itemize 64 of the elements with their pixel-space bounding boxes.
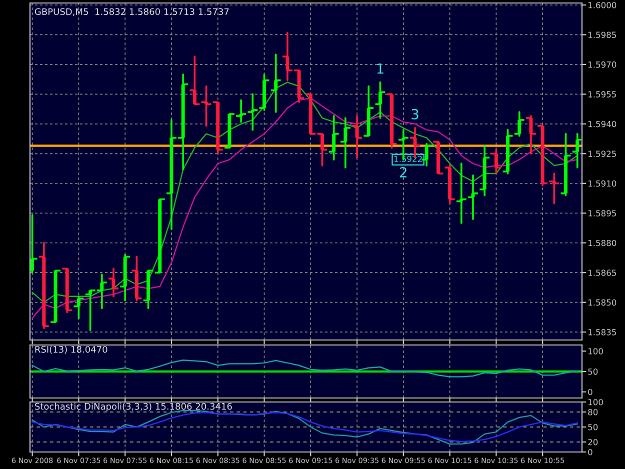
candlestick xyxy=(328,115,339,161)
line-series xyxy=(32,359,578,378)
candlestick xyxy=(468,174,478,220)
candlestick xyxy=(224,113,234,149)
candlestick xyxy=(270,54,281,113)
candlestick xyxy=(352,115,362,159)
y-tick-label: 1.5835 xyxy=(588,329,616,336)
candlestick xyxy=(38,242,49,330)
y-tick-label: 1.5880 xyxy=(588,240,616,246)
candlestick xyxy=(433,140,444,174)
y-tick-label: 50 xyxy=(588,368,598,375)
y-tick-label: 1.5925 xyxy=(588,150,616,157)
candlestick xyxy=(444,164,455,204)
candlestick xyxy=(50,270,60,324)
candlestick xyxy=(560,132,571,196)
candlestick xyxy=(190,56,200,106)
annotation: 2 xyxy=(400,167,406,178)
candlestick xyxy=(317,132,328,166)
candlestick xyxy=(143,270,154,310)
candlestick xyxy=(375,81,386,119)
y-tick-label: 100 xyxy=(588,348,603,354)
candlestick xyxy=(364,85,374,137)
y-tick-label: 1.5940 xyxy=(588,120,616,128)
y-tick-label: 1.5865 xyxy=(588,270,616,276)
candlestick xyxy=(386,93,397,149)
annotation: 1 xyxy=(377,64,384,74)
candlestick xyxy=(236,99,246,123)
chart-title: Stochastic DiNapoli(3,3,3) 15.1806 20.3416 xyxy=(35,402,232,412)
y-tick-label: 1.5955 xyxy=(588,91,616,98)
candlestick xyxy=(62,268,72,314)
candlestick xyxy=(514,111,524,137)
y-tick-label: 1.5910 xyxy=(588,180,616,187)
y-tick-label: 1.6000 xyxy=(588,2,616,8)
y-tick-label: 50 xyxy=(588,424,598,430)
y-tick-label: 1.5970 xyxy=(588,61,616,68)
y-tick-label: 0 xyxy=(588,388,592,396)
y-tick-label: 1.5895 xyxy=(588,210,616,216)
candlestick xyxy=(491,148,502,174)
y-tick-label: 0 xyxy=(588,448,592,456)
candlestick xyxy=(120,254,130,302)
candlestick xyxy=(248,93,258,131)
candlestick xyxy=(74,295,84,320)
candlestick xyxy=(212,101,223,155)
candlestick xyxy=(259,73,270,111)
candlestick xyxy=(526,115,536,155)
candlestick xyxy=(538,125,548,186)
y-tick-label: 80 xyxy=(588,408,598,416)
candlestick xyxy=(502,128,513,174)
candlestick xyxy=(201,85,212,127)
candlestick xyxy=(306,93,316,135)
y-tick-label: 1.5985 xyxy=(588,32,616,38)
candlestick xyxy=(480,144,490,196)
candlestick xyxy=(108,268,118,298)
text: GBPUSD,M5 1.5832 1.5860 1.5713 1.5737 xyxy=(34,8,229,16)
y-tick-label: 20 xyxy=(588,438,598,446)
candlestick xyxy=(456,162,466,224)
candlestick xyxy=(340,117,350,168)
y-tick-label: 1.5850 xyxy=(588,299,616,306)
y-tick-label: 100 xyxy=(588,398,603,406)
annotation: 3 xyxy=(412,108,418,120)
chart-title: RSI(13) 18.0470 xyxy=(35,346,108,354)
candlestick xyxy=(132,256,142,302)
candlestick xyxy=(549,172,560,204)
candlestick xyxy=(422,142,432,166)
